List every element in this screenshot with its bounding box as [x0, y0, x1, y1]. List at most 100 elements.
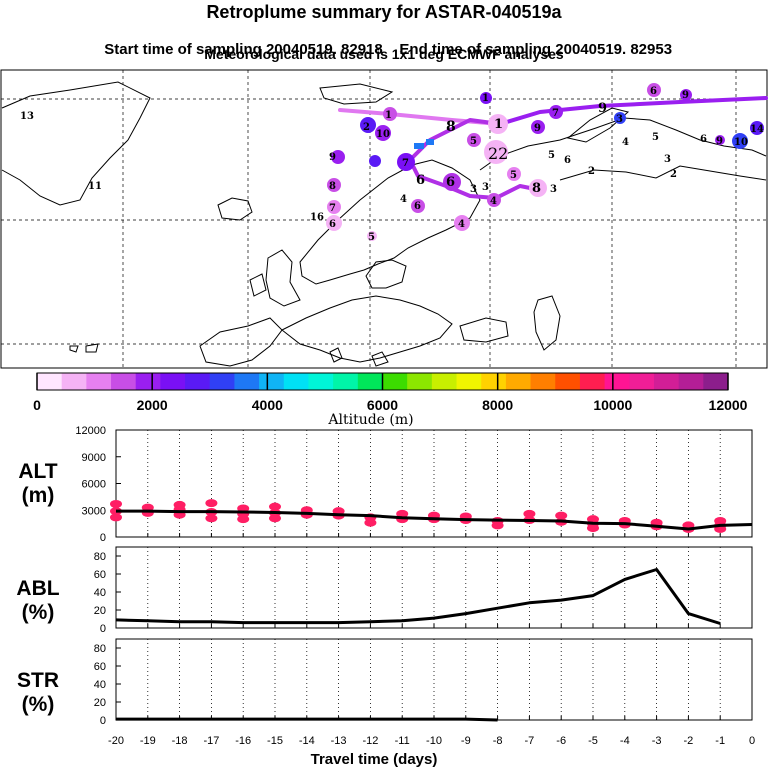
- colorbar-tick-label: 0: [33, 397, 41, 413]
- x-tick-label: -17: [203, 735, 219, 747]
- map-label: 1: [482, 93, 489, 104]
- panel-label-alt: ALT (m): [18, 460, 57, 507]
- map-label: 4: [490, 196, 497, 207]
- altitude-colorbar: 0 2000 4000 6000 8000 10000 12000 Altitude (m): [33, 372, 748, 428]
- x-tick-label: -20: [108, 735, 124, 747]
- scatter-point: [205, 499, 218, 508]
- y-tick-label: 40: [94, 679, 106, 691]
- map-marker: [680, 89, 692, 101]
- map-marker: [507, 167, 521, 181]
- colorbar-cell: [283, 373, 309, 390]
- panel-label-line: (%): [22, 693, 55, 716]
- map-marker: [715, 135, 725, 145]
- colorbar-cell: [111, 373, 137, 390]
- colorbar-cell: [382, 373, 408, 390]
- x-tick-label: -1: [715, 735, 725, 747]
- map-label: 6: [446, 175, 455, 190]
- y-tick-label: 9000: [82, 452, 106, 464]
- panel-label-line: ALT: [18, 460, 57, 483]
- colorbar-cell: [604, 373, 630, 390]
- trajectory-segment-east: [498, 96, 768, 126]
- map-label: 8: [329, 181, 336, 192]
- map-marker: [327, 200, 341, 214]
- scatter-point: [110, 500, 122, 509]
- chart-title: Retroplume summary for ASTAR-040519a: [206, 2, 562, 22]
- colorbar-cell: [530, 373, 556, 390]
- panel-label-line: ABL: [16, 577, 59, 600]
- colorbar-cell: [703, 373, 729, 390]
- trajectory-path: [338, 96, 768, 200]
- colorbar-cell: [579, 373, 606, 390]
- map-label: 16: [310, 212, 324, 223]
- panel-alt: 0 3000 6000 9000 12000 ALT (m): [18, 425, 753, 544]
- x-tick-label: -19: [140, 735, 156, 747]
- map-marker: [480, 92, 492, 104]
- x-tick-label: -18: [172, 735, 188, 747]
- colorbar-cell: [308, 373, 334, 390]
- map-marker: [487, 193, 501, 207]
- colorbar-cell: [505, 373, 532, 390]
- y-tick-label: 0: [100, 532, 106, 544]
- colorbar-cell: [185, 373, 211, 390]
- map-label: 9: [682, 90, 689, 101]
- map-marker: [467, 133, 481, 147]
- map-label: 3: [482, 182, 489, 193]
- y-tick-label: 0: [100, 623, 106, 635]
- map-label: 7: [329, 203, 336, 214]
- colorbar-tick-label: 4000: [252, 397, 283, 413]
- y-tick-label: 6000: [82, 479, 106, 491]
- map-marker: [397, 153, 415, 171]
- map-marker: [326, 215, 342, 231]
- map-label: 4: [400, 194, 407, 205]
- colorbar-cell: [160, 373, 186, 390]
- map-label: 5: [652, 132, 659, 143]
- x-axis-label: Travel time (days): [311, 751, 438, 768]
- trajectory-segment-south: [408, 118, 542, 200]
- coastlines: [1, 81, 767, 367]
- map-marker: [331, 150, 345, 164]
- map-label: 6: [650, 86, 657, 97]
- panel-label-line: (%): [22, 601, 55, 624]
- map-day-labels: 13 11 16 9 8 7 6 5 2 10 1 7 6 4 6 8 5 6 …: [20, 86, 764, 243]
- x-tick-label: -4: [620, 735, 630, 747]
- map-label: 4: [622, 137, 629, 148]
- map-marker: [327, 178, 341, 192]
- sampling-times: Start time of sampling 20040519. 82918 E…: [0, 24, 768, 58]
- scatter-point: [491, 521, 504, 530]
- trajectory-markers: [326, 83, 764, 241]
- scatter-point: [237, 515, 250, 524]
- map-marker: [367, 231, 377, 241]
- start-time-label: Start time of sampling 20040519. 82918: [104, 41, 383, 58]
- scatter-point: [364, 518, 377, 527]
- map-label: 7: [552, 108, 559, 119]
- retroplume-map: 13 11 16 9 8 7 6 5 2 10 1 7 6 4 6 8 5 6 …: [0, 69, 768, 369]
- y-tick-label: 60: [94, 569, 106, 581]
- end-time-label: End time of sampling 20040519. 82953: [399, 41, 673, 58]
- map-label: 14: [750, 124, 764, 135]
- map-label: 2: [588, 166, 595, 177]
- map-label: 3: [616, 114, 623, 125]
- map-label: 6: [416, 173, 425, 188]
- scatter-point: [555, 511, 568, 520]
- colorbar-cell: [431, 373, 458, 390]
- colorbar-cell: [555, 373, 581, 390]
- x-tick-label: -6: [556, 735, 566, 747]
- map-label: 3: [550, 184, 557, 195]
- series-line-str: [116, 717, 498, 722]
- scatter-point: [205, 514, 218, 523]
- x-tick-label: -11: [395, 735, 410, 747]
- x-tick-label: -16: [235, 735, 251, 747]
- colorbar-title: Altitude (m): [327, 412, 413, 428]
- map-label: 1: [385, 110, 392, 121]
- colorbar-cell: [234, 373, 260, 390]
- y-tick-label: 60: [94, 661, 106, 673]
- map-label: 2: [363, 122, 370, 133]
- map-label: 6: [414, 201, 421, 212]
- colorbar-cell: [135, 373, 161, 390]
- map-label: 6: [564, 155, 571, 166]
- map-label: 4: [458, 219, 465, 230]
- map-label: 9: [534, 123, 541, 134]
- panel-label-line: (m): [22, 484, 55, 507]
